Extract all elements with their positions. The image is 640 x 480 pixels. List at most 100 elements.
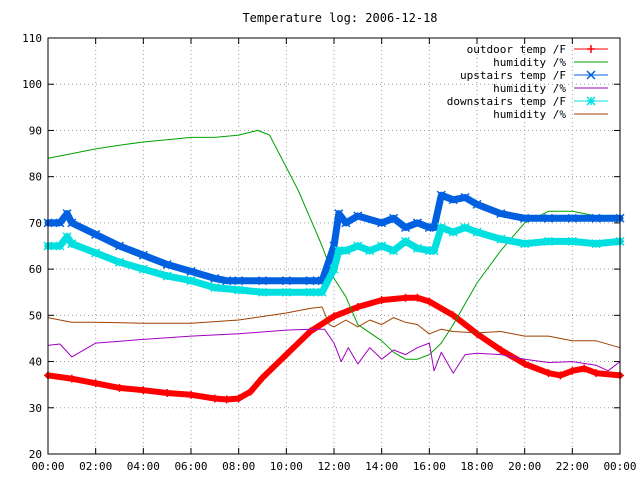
series-3-point xyxy=(520,213,530,223)
series-5-point xyxy=(281,287,291,297)
series-1-point xyxy=(246,387,255,396)
series-line-4 xyxy=(47,328,621,374)
series-3-point xyxy=(162,259,172,270)
series-5-point xyxy=(448,227,458,237)
series-1-point xyxy=(115,383,124,392)
plot-frame xyxy=(47,37,621,455)
y-tick-label: 110 xyxy=(22,32,42,45)
legend-marker xyxy=(587,45,595,53)
series-3-point xyxy=(567,213,577,223)
legend-entry-label: outdoor temp /F xyxy=(467,43,566,56)
series-5-point xyxy=(520,239,530,249)
series-1-point xyxy=(473,329,481,338)
series-3-point xyxy=(591,213,601,223)
chart-title: Temperature log: 2006-12-18 xyxy=(242,11,437,25)
series-1-point xyxy=(139,386,148,395)
series-5-point xyxy=(436,222,446,233)
series-1-point xyxy=(496,346,505,354)
series-1-point xyxy=(163,388,172,397)
series-5-point xyxy=(67,239,77,249)
series-line-6 xyxy=(47,306,621,349)
series-5-point xyxy=(460,222,470,233)
legend-entry-label: downstairs temp /F xyxy=(447,95,566,108)
series-5-point xyxy=(55,241,65,251)
x-tick-label: 22:00 xyxy=(556,460,589,473)
series-3-point xyxy=(222,276,232,286)
series-1-point xyxy=(520,359,529,368)
series-line-2 xyxy=(47,129,621,360)
series-5-point xyxy=(162,271,172,281)
x-tick-label: 00:00 xyxy=(31,460,64,473)
y-tick-label: 80 xyxy=(29,171,42,184)
series-5-point xyxy=(472,227,482,237)
series-5-point xyxy=(543,236,554,246)
legend-entry-label: humidity /% xyxy=(493,82,566,95)
series-5-point xyxy=(305,287,315,297)
x-tick-label: 08:00 xyxy=(222,460,255,473)
series-5-point xyxy=(114,257,125,267)
series-1-point xyxy=(568,366,577,375)
series-5-point xyxy=(62,232,72,242)
series-5-point xyxy=(389,246,399,256)
x-tick-label: 10:00 xyxy=(270,460,303,473)
series-5-point xyxy=(138,264,148,274)
series-1-point xyxy=(401,293,410,302)
series-5-point xyxy=(317,287,327,297)
legend-marker xyxy=(586,96,596,106)
series-5-point xyxy=(353,241,363,251)
series-3-point xyxy=(353,211,363,221)
x-tick-label: 06:00 xyxy=(174,460,207,473)
series-3-point xyxy=(305,276,315,286)
series-5-point xyxy=(567,236,577,246)
series-1-point xyxy=(234,394,243,403)
y-tick-label: 90 xyxy=(29,124,42,137)
series-3-point xyxy=(377,218,387,228)
series-line-5 xyxy=(44,224,624,296)
series-5-point xyxy=(91,248,101,258)
series-5-point xyxy=(496,234,506,244)
series-3-point xyxy=(257,276,268,286)
series-5-point xyxy=(210,283,220,293)
series-1-point xyxy=(222,395,231,404)
series-1-point xyxy=(425,297,434,306)
series-1-point xyxy=(449,311,458,320)
series-5-point xyxy=(257,287,268,297)
y-tick-label: 30 xyxy=(29,402,42,415)
series-5-point xyxy=(412,243,422,253)
series-5-point xyxy=(591,239,601,249)
series-3-point xyxy=(67,218,77,228)
series-5-point xyxy=(377,241,387,251)
series-1-point xyxy=(377,296,386,305)
series-3-point xyxy=(436,190,446,200)
series-3-point xyxy=(114,241,125,251)
series-3-point xyxy=(186,266,196,276)
series-5-point xyxy=(334,246,344,256)
series-line-3 xyxy=(44,191,624,285)
series-3-point xyxy=(543,213,554,223)
y-tick-label: 40 xyxy=(29,356,42,369)
series-lines xyxy=(43,129,625,404)
series-1-point xyxy=(258,373,267,382)
y-tick-label: 50 xyxy=(29,309,42,322)
series-3-point xyxy=(412,218,422,228)
series-1-point xyxy=(592,369,601,378)
series-3-point xyxy=(91,229,101,239)
x-tick-label: 14:00 xyxy=(365,460,398,473)
series-3-point xyxy=(448,195,458,205)
series-1-point xyxy=(210,394,219,403)
series-1-point xyxy=(353,303,362,312)
series-3-point xyxy=(460,192,470,202)
y-tick-label: 20 xyxy=(29,448,42,461)
y-tick-label: 60 xyxy=(29,263,42,276)
x-tick-label: 04:00 xyxy=(127,460,160,473)
series-5-point xyxy=(234,285,244,295)
series-3-point xyxy=(210,273,220,283)
series-1-point xyxy=(187,390,195,399)
series-1-point xyxy=(282,350,291,359)
series-3-point xyxy=(341,218,351,228)
series-1-point xyxy=(67,374,76,383)
series-3-point xyxy=(138,250,148,260)
x-tick-label: 20:00 xyxy=(508,460,541,473)
